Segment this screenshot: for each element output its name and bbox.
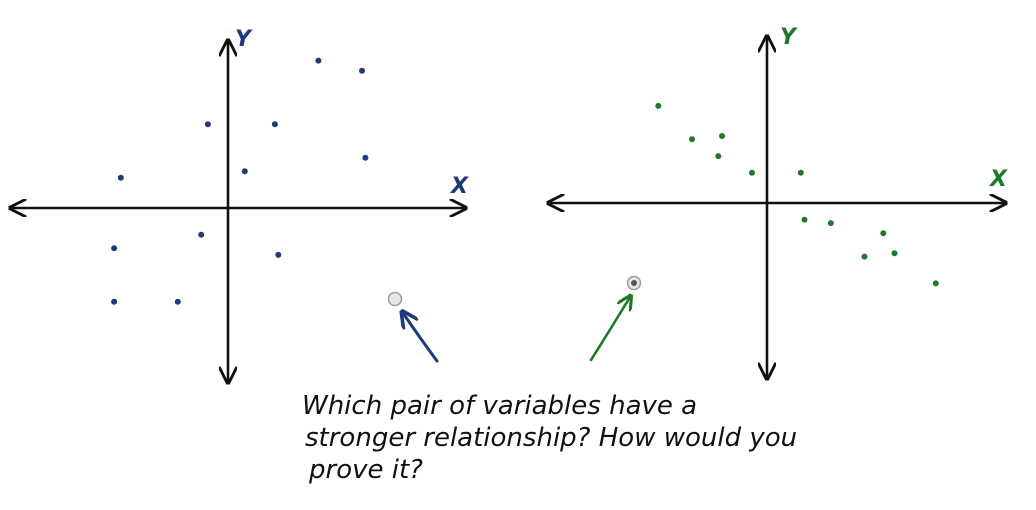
option-right-arrow — [589, 297, 630, 362]
left-x-label: X — [449, 174, 469, 199]
right-point-2 — [689, 136, 695, 143]
left-y-label: Y — [235, 27, 253, 52]
right-x-label: X — [988, 167, 1008, 192]
right-point-3 — [719, 133, 725, 139]
right-point-5 — [749, 169, 755, 176]
option-left[interactable] — [387, 291, 439, 363]
left-point-4 — [315, 57, 322, 64]
left-point-10 — [275, 251, 282, 258]
right-point-9 — [880, 230, 887, 237]
left-point-12 — [174, 298, 181, 305]
left-point-1 — [117, 174, 124, 181]
right-points — [655, 102, 939, 287]
left-point-2 — [204, 121, 211, 128]
question-line-3: prove it? — [308, 455, 423, 485]
right-point-6 — [797, 169, 804, 176]
left-points — [111, 57, 369, 305]
right-point-1 — [655, 102, 662, 109]
right-point-11 — [891, 250, 898, 257]
question-line-2: stronger relationship? How would you — [305, 423, 797, 453]
left-point-7 — [362, 154, 369, 161]
left-point-9 — [111, 245, 118, 252]
question: Which pair of variables have a stronger … — [302, 391, 797, 485]
right-point-7 — [801, 216, 808, 223]
option-right[interactable] — [589, 275, 642, 362]
plot-right: X Y — [550, 25, 1008, 377]
right-y-label: Y — [780, 25, 798, 50]
right-point-4 — [715, 153, 722, 160]
plot-left: X Y — [12, 27, 469, 381]
right-point-12 — [932, 280, 939, 287]
left-point-11 — [111, 298, 118, 305]
option-left-arrow — [403, 313, 439, 363]
right-point-8 — [827, 220, 834, 227]
right-point-10 — [861, 253, 868, 260]
option-left-radio[interactable] — [387, 291, 403, 307]
left-point-6 — [241, 168, 248, 175]
left-point-5 — [359, 67, 365, 74]
left-point-3 — [271, 121, 278, 128]
option-right-selected-dot — [631, 280, 637, 286]
left-point-8 — [198, 231, 205, 238]
question-line-1: Which pair of variables have a — [302, 391, 697, 421]
